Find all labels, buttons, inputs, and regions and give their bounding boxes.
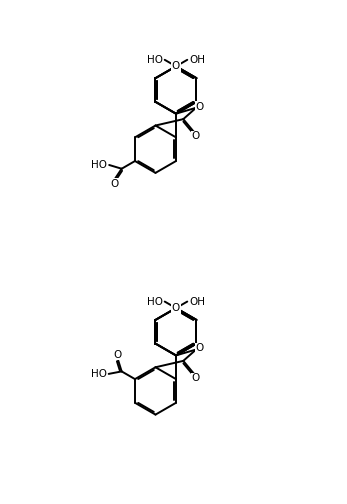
- Text: OH: OH: [189, 296, 205, 306]
- Text: O: O: [172, 303, 180, 313]
- Text: O: O: [196, 343, 204, 353]
- Text: O: O: [111, 179, 119, 188]
- Text: O: O: [196, 101, 204, 111]
- Text: O: O: [172, 61, 180, 72]
- Text: HO: HO: [91, 369, 107, 379]
- Text: HO: HO: [147, 55, 163, 65]
- Text: O: O: [114, 350, 122, 360]
- Text: OH: OH: [189, 55, 205, 65]
- Text: HO: HO: [91, 160, 107, 170]
- Text: O: O: [192, 373, 200, 383]
- Text: HO: HO: [147, 296, 163, 306]
- Text: O: O: [192, 132, 200, 141]
